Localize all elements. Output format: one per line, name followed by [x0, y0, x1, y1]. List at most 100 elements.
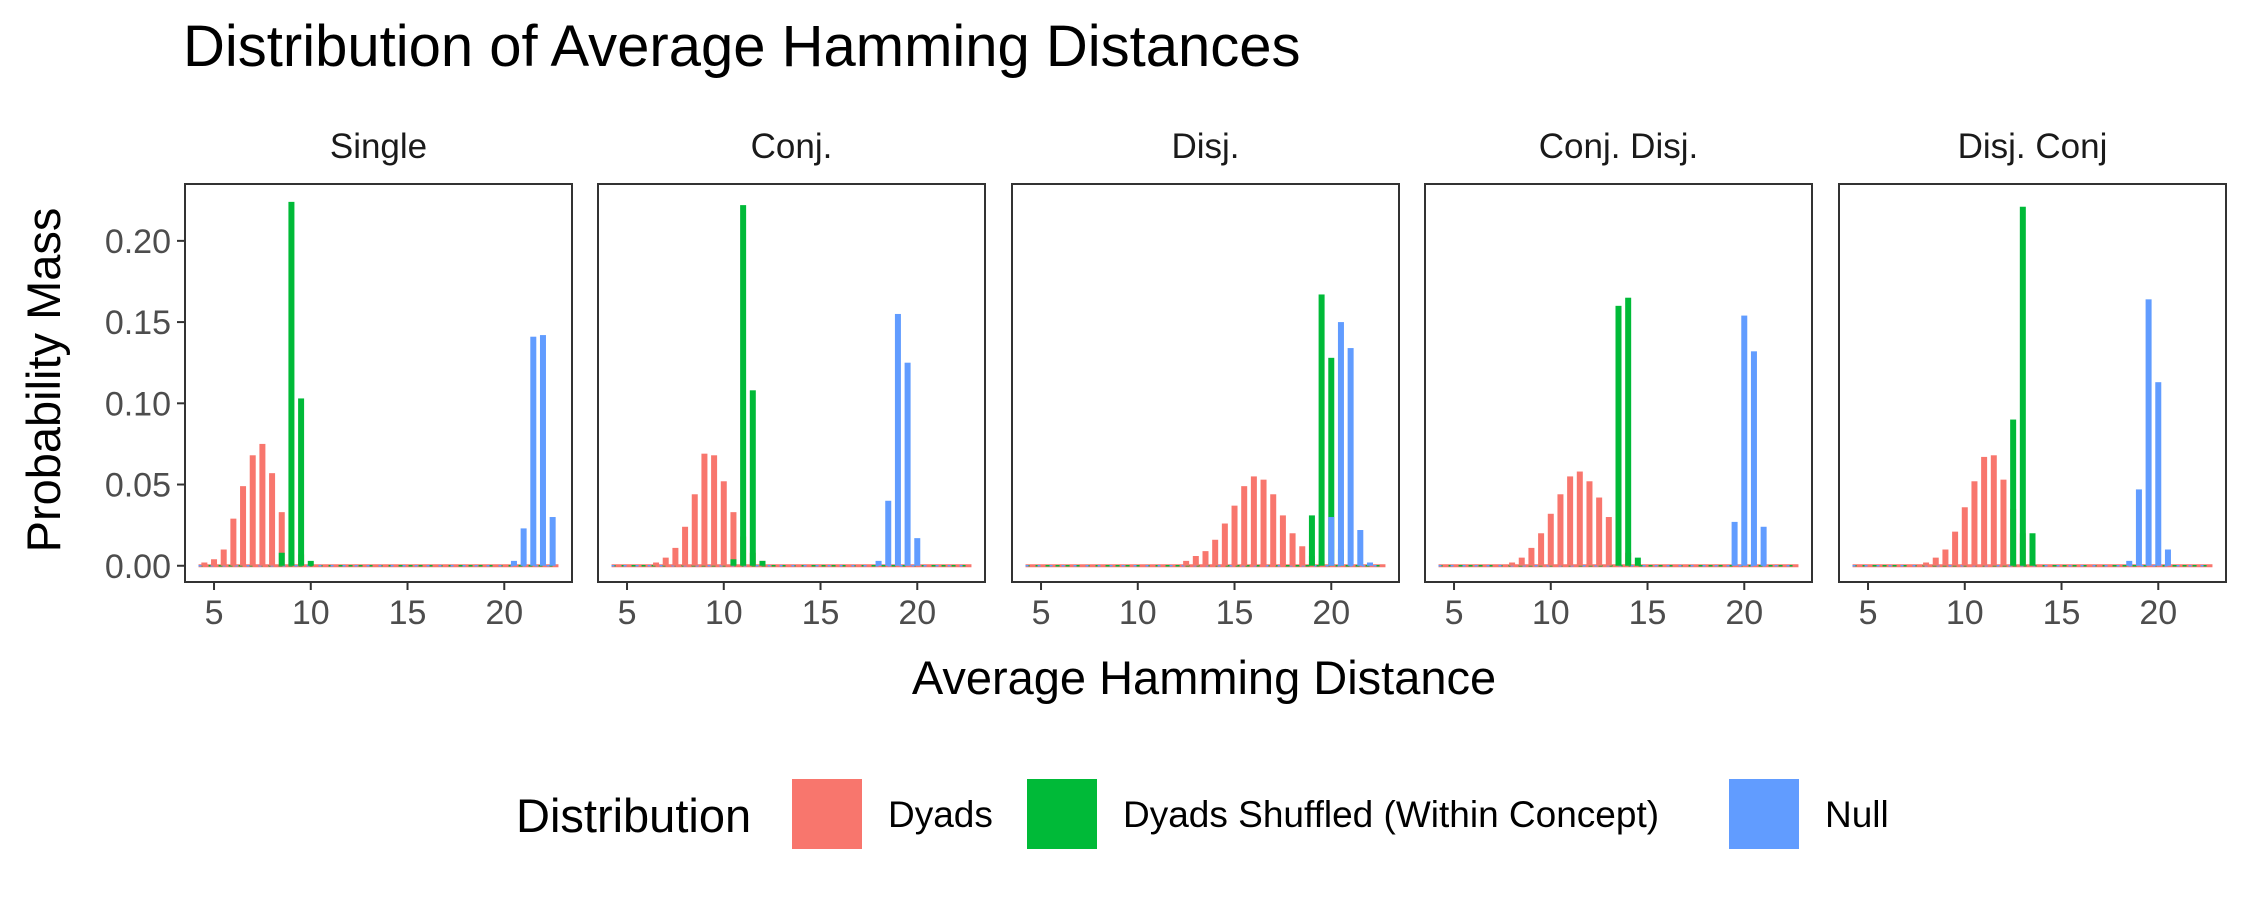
bar: [1625, 297, 1632, 566]
bar: [1557, 494, 1564, 566]
x-tick-label: 20: [2139, 594, 2177, 632]
bar: [662, 557, 669, 566]
facet-panel: Disj. Conj 5 10 15 20: [1838, 127, 2227, 632]
y-tick-label: 0.05: [105, 467, 171, 505]
panel-background: [185, 184, 572, 582]
bar: [1605, 517, 1612, 566]
x-tick-label: 20: [485, 594, 523, 632]
panel-border: [1424, 183, 1813, 583]
bar: [1538, 533, 1545, 566]
bar: [307, 560, 314, 566]
bar: [520, 528, 527, 566]
bar: [740, 205, 747, 566]
bar: [259, 443, 266, 566]
bar: [288, 201, 295, 566]
legend-key: [792, 779, 862, 849]
x-tick-label: 20: [898, 594, 936, 632]
x-tick-label: 10: [292, 594, 330, 632]
bar: [894, 313, 901, 566]
bar: [1567, 476, 1574, 566]
bar: [549, 517, 556, 566]
bar: [1942, 549, 1949, 566]
bar: [885, 500, 892, 566]
bar: [1586, 481, 1593, 566]
facet-panel: Disj. 5 10 15 20: [1011, 127, 1400, 632]
panel-border: [597, 183, 986, 583]
x-tick-label: 5: [205, 594, 224, 632]
legend-title: Distribution: [516, 789, 751, 842]
bar: [711, 455, 718, 566]
x-axis-title: Average Hamming Distance: [912, 651, 1496, 704]
y-tick-label: 0.20: [105, 223, 171, 261]
bar: [1741, 315, 1748, 566]
bar: [1576, 471, 1583, 566]
legend-label: Dyads: [888, 794, 993, 835]
bar: [1192, 556, 1199, 566]
x-tick-label: 15: [802, 594, 840, 632]
x-tick-label: 10: [1532, 594, 1570, 632]
y-axis-title: Probability Mass: [17, 208, 70, 553]
bar: [1760, 526, 1767, 566]
bar: [1923, 562, 1930, 566]
chart-title: Distribution of Average Hamming Distance…: [183, 14, 1301, 79]
bar: [701, 453, 708, 566]
bar: [2155, 382, 2162, 566]
x-tick-label: 5: [1032, 594, 1051, 632]
bar: [1528, 547, 1535, 566]
bar: [1347, 348, 1354, 566]
y-tick-label: 0.00: [105, 548, 171, 586]
bar: [1260, 479, 1267, 566]
legend: Distribution Dyads Dyads Shuffled (Within …: [516, 779, 1889, 849]
bar: [749, 390, 756, 566]
panel-border: [1011, 183, 1400, 583]
bar: [2000, 479, 2007, 566]
bar: [875, 560, 882, 566]
panel-background: [1012, 184, 1399, 582]
bar: [510, 560, 517, 566]
bar: [1221, 523, 1228, 566]
bar: [530, 336, 537, 566]
bar: [1366, 562, 1373, 566]
bar: [1318, 294, 1325, 566]
legend-key: [1027, 779, 1097, 849]
x-tick-label: 10: [1119, 594, 1157, 632]
bar: [2135, 489, 2142, 566]
bar: [2126, 560, 2133, 566]
bar: [1932, 557, 1939, 566]
bar: [1731, 521, 1738, 566]
legend-label: Dyads Shuffled (Within Concept): [1123, 794, 1659, 835]
bar: [1509, 562, 1516, 566]
bar: [1634, 557, 1641, 566]
bar: [1547, 513, 1554, 566]
bar: [1279, 515, 1286, 566]
bar: [1357, 530, 1364, 566]
panel-border: [1838, 183, 2227, 583]
bar: [1299, 546, 1306, 566]
x-tick-label: 15: [2043, 594, 2081, 632]
bar: [1212, 539, 1219, 566]
y-tick-label: 0.10: [105, 385, 171, 423]
bar: [539, 335, 546, 566]
bar: [269, 473, 276, 566]
bar: [2145, 299, 2152, 566]
facet-strip-label: Single: [330, 127, 427, 166]
bar: [211, 559, 218, 566]
bar: [1231, 505, 1238, 566]
bar: [1990, 455, 1997, 566]
bar: [240, 486, 247, 566]
bar: [1750, 351, 1757, 566]
bar: [1596, 497, 1603, 566]
bar: [220, 549, 227, 566]
x-tick-label: 20: [1312, 594, 1350, 632]
bar: [914, 538, 921, 566]
x-tick-label: 15: [1629, 594, 1667, 632]
bar: [1202, 551, 1209, 566]
facet-strip-label: Disj. Conj: [1958, 127, 2108, 166]
bar: [759, 560, 766, 566]
x-tick-label: 15: [1216, 594, 1254, 632]
bar: [1615, 305, 1622, 566]
bar: [1518, 557, 1525, 566]
facet-strip-label: Disj.: [1171, 127, 1239, 166]
panel-border: [184, 183, 573, 583]
